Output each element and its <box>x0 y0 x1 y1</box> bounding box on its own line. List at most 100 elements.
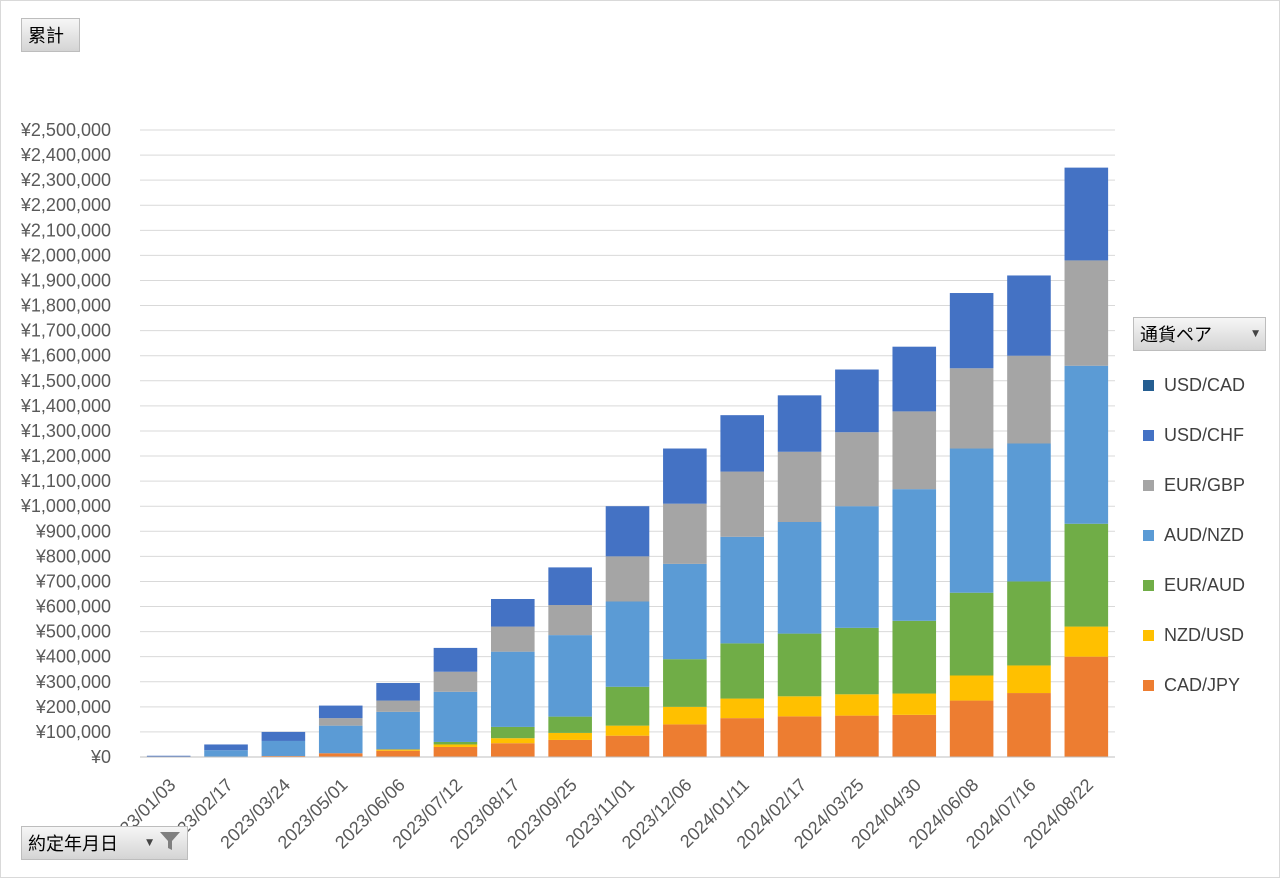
bar-segment-eur-gbp <box>376 700 420 712</box>
bar-segment-aud-nzd <box>548 635 592 717</box>
bar-segment-usd-chf <box>835 369 879 433</box>
legend-swatch <box>1143 379 1154 391</box>
bar-segment-usd-chf <box>433 647 478 672</box>
bar-segment-cad-jpy <box>318 753 363 757</box>
bar-segment-eur-aud <box>892 620 937 694</box>
legend-item: USD/CAD <box>1143 360 1245 410</box>
bar-segment-eur-gbp <box>663 503 707 564</box>
value-field-button[interactable]: 累計 <box>21 18 80 52</box>
value-field-label: 累計 <box>28 26 64 47</box>
series-field-button[interactable]: 通貨ペア ▼ <box>1133 317 1266 351</box>
dropdown-arrow-icon[interactable]: ▼ <box>1252 329 1259 339</box>
bar-segment-eur-gbp <box>491 626 535 652</box>
y-tick-label: ¥2,000,000 <box>20 245 111 265</box>
bar-segment-usd-chf <box>318 705 363 719</box>
bar-segment-nzd-usd <box>835 694 879 716</box>
bar-segment-nzd-usd <box>548 732 592 740</box>
filter-icon[interactable] <box>159 830 181 857</box>
bar-segment-usd-chf <box>1064 167 1109 261</box>
legend-item: NZD/USD <box>1143 610 1245 660</box>
bar-segment-aud-nzd <box>376 711 420 750</box>
bar-segment-aud-nzd <box>1007 443 1051 582</box>
bar-segment-nzd-usd <box>433 744 478 747</box>
bar-segment-aud-nzd <box>204 750 248 757</box>
bar-segment-usd-chf <box>720 415 764 472</box>
bar-segment-aud-nzd <box>318 725 363 754</box>
legend-label: AUD/NZD <box>1164 524 1244 545</box>
bar-segment-eur-gbp <box>835 432 879 507</box>
bar-segment-eur-gbp <box>949 368 994 449</box>
bar-segment-cad-jpy <box>1064 656 1109 757</box>
legend: USD/CAD USD/CHF EUR/GBP AUD/NZD EUR/AUD NZD/U… <box>1143 360 1245 710</box>
bar-segment-nzd-usd <box>949 675 994 701</box>
y-tick-label: ¥700,000 <box>35 571 111 591</box>
bar-segment-usd-chf <box>777 395 822 452</box>
bar-segment-nzd-usd <box>777 696 822 717</box>
bar-segment-eur-gbp <box>1064 260 1109 366</box>
bar-area <box>140 167 1115 758</box>
bar-segment-aud-nzd <box>1064 365 1109 524</box>
bar-segment-eur-gbp <box>1007 355 1051 444</box>
y-tick-label: ¥400,000 <box>35 647 111 667</box>
bar-segment-cad-jpy <box>1007 693 1051 757</box>
y-tick-label: ¥600,000 <box>35 597 111 617</box>
bar-segment-usd-chf <box>663 448 707 504</box>
bar-segment-eur-aud <box>605 686 650 726</box>
bar-segment-eur-aud <box>1064 523 1109 627</box>
y-tick-label: ¥900,000 <box>35 521 111 541</box>
y-tick-label: ¥200,000 <box>35 697 111 717</box>
legend-swatch <box>1143 629 1154 641</box>
legend-item: CAD/JPY <box>1143 660 1245 710</box>
y-tick-label: ¥2,400,000 <box>20 145 111 165</box>
legend-label: CAD/JPY <box>1164 674 1241 695</box>
series-field-label: 通貨ペア <box>1140 325 1212 346</box>
bar-segment-eur-aud <box>491 726 535 739</box>
legend-label: EUR/AUD <box>1164 574 1246 595</box>
bar-segment-cad-jpy <box>949 700 994 757</box>
bar-segment-cad-jpy <box>261 755 306 757</box>
legend-item: AUD/NZD <box>1143 510 1245 560</box>
y-tick-label: ¥2,500,000 <box>20 120 111 140</box>
bar-segment-usd-chf <box>1007 275 1051 356</box>
bar-segment-cad-jpy <box>491 743 535 757</box>
bar-segment-nzd-usd <box>376 749 420 751</box>
bar-segment-cad-jpy <box>548 739 592 757</box>
x-axis: 2023/01/032023/02/172023/03/242023/05/01… <box>102 775 1097 853</box>
bar-segment-usd-chf <box>605 506 650 557</box>
legend-label: EUR/GBP <box>1164 474 1246 495</box>
legend-swatch <box>1143 579 1154 591</box>
legend-label: USD/CHF <box>1164 424 1244 445</box>
y-tick-label: ¥0 <box>90 747 111 767</box>
dropdown-arrow-icon[interactable]: ▼ <box>146 838 153 848</box>
bar-segment-eur-gbp <box>892 411 937 490</box>
bar-segment-aud-nzd <box>663 563 707 660</box>
bar-segment-cad-jpy <box>835 715 879 757</box>
bar-segment-usd-chf <box>548 567 592 606</box>
bar-segment-aud-nzd <box>605 601 650 687</box>
bar-segment-eur-aud <box>663 659 707 707</box>
bar-segment-cad-jpy <box>892 714 937 757</box>
bar-segment-eur-aud <box>777 633 822 697</box>
bar-segment-nzd-usd <box>720 698 764 719</box>
bar-segment-aud-nzd <box>835 506 879 628</box>
legend-item: EUR/GBP <box>1143 460 1245 510</box>
bar-segment-nzd-usd <box>491 738 535 744</box>
legend-swatch <box>1143 479 1154 491</box>
bar-segment-eur-gbp <box>433 671 478 692</box>
y-tick-label: ¥1,300,000 <box>20 421 111 441</box>
bar-segment-eur-aud <box>433 741 478 745</box>
date-field-button[interactable]: 約定年月日 ▼ <box>21 826 188 860</box>
bar-segment-nzd-usd <box>1007 665 1051 694</box>
legend-label: NZD/USD <box>1164 624 1244 645</box>
y-tick-label: ¥100,000 <box>35 722 111 742</box>
bar-segment-usd-chf <box>376 683 420 701</box>
bar-segment-aud-nzd <box>261 740 306 756</box>
legend-label: USD/CAD <box>1164 374 1246 395</box>
bar-segment-aud-nzd <box>892 489 937 621</box>
bar-segment-usd-chf <box>261 731 306 741</box>
bar-segment-aud-nzd <box>720 536 764 644</box>
y-axis: ¥0 ¥100,000 ¥200,000 ¥300,000 ¥400,000 ¥500,0… <box>20 120 111 767</box>
y-tick-label: ¥2,200,000 <box>20 195 111 215</box>
y-tick-label: ¥1,500,000 <box>20 371 111 391</box>
